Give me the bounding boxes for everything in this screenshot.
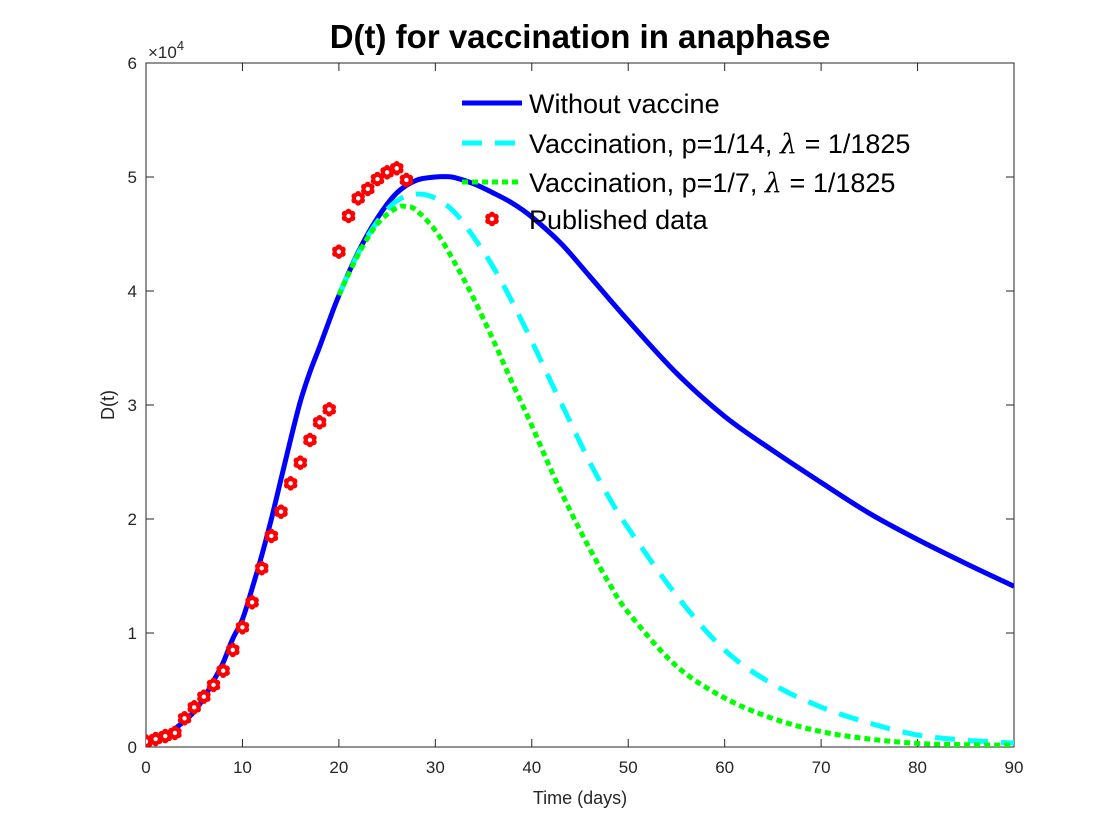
series-line-2 — [336, 203, 1014, 747]
lambda-symbol: λ — [779, 129, 797, 160]
y-axis-label: D(t) — [98, 390, 118, 420]
y-tick-label: 2 — [128, 510, 137, 529]
y-tick-label: 1 — [128, 624, 137, 643]
x-tick-label: 50 — [619, 758, 638, 777]
y-tick-label: 4 — [128, 282, 137, 301]
legend-label-suffix: = 1/1825 — [782, 168, 895, 198]
legend-label: Without vaccine — [529, 89, 720, 119]
y-tick-label: 0 — [128, 738, 137, 757]
x-axis-label: Time (days) — [533, 788, 627, 808]
x-tick-label: 60 — [715, 758, 734, 777]
legend-item-published-data: Published data — [485, 205, 709, 235]
x-tick-label: 70 — [812, 758, 831, 777]
legend-label: Vaccination, p=1/7, λ = 1/1825 — [529, 168, 895, 199]
x-tick-label: 20 — [329, 758, 348, 777]
x-tick-label: 0 — [141, 758, 150, 777]
y-exponent-power: 4 — [177, 38, 184, 53]
legend-item-vaccination-p14: Vaccination, p=1/14, λ = 1/1825 — [462, 129, 910, 160]
x-tick-label: 90 — [1005, 758, 1024, 777]
y-axis-ticks: 0 1 2 3 4 5 6 — [128, 54, 1014, 757]
legend-label: Published data — [529, 205, 709, 235]
chart-title: D(t) for vaccination in anaphase — [330, 18, 831, 55]
x-tick-label: 30 — [426, 758, 445, 777]
x-tick-label: 40 — [522, 758, 541, 777]
plot-area — [145, 62, 1015, 748]
y-exponent-base: ×10 — [148, 43, 177, 62]
legend-label: Vaccination, p=1/14, λ = 1/1825 — [529, 129, 910, 160]
y-tick-label: 6 — [128, 54, 137, 73]
legend-item-without-vaccine: Without vaccine — [462, 89, 720, 119]
legend-label-prefix: Vaccination, p=1/14, — [529, 129, 780, 159]
series-layer — [146, 161, 1014, 747]
x-tick-label: 80 — [908, 758, 927, 777]
legend-label-suffix: = 1/1825 — [797, 129, 910, 159]
x-tick-label: 10 — [233, 758, 252, 777]
y-tick-label: 5 — [128, 168, 137, 187]
series-line-1 — [336, 191, 1014, 746]
legend-item-vaccination-p7: Vaccination, p=1/7, λ = 1/1825 — [462, 168, 895, 199]
legend-label-prefix: Vaccination, p=1/7, — [529, 168, 765, 198]
y-tick-label: 3 — [128, 396, 137, 415]
x-axis-ticks: 0 10 20 30 40 50 60 70 80 90 — [141, 63, 1023, 777]
legend: Without vaccine Vaccination, p=1/14, λ =… — [462, 89, 910, 235]
lambda-symbol: λ — [764, 168, 782, 199]
y-axis-exponent: ×104 — [148, 38, 184, 62]
